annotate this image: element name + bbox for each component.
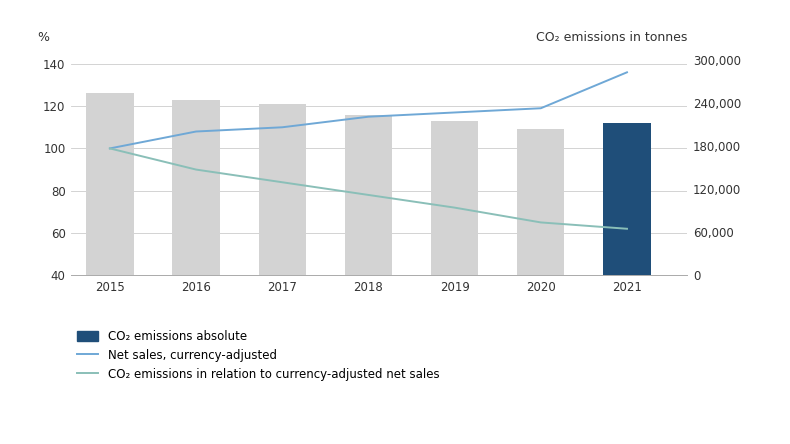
Bar bbox=[431, 121, 478, 360]
Bar bbox=[172, 100, 220, 360]
Legend: CO₂ emissions absolute, Net sales, currency-adjusted, CO₂ emissions in relation : CO₂ emissions absolute, Net sales, curre… bbox=[77, 330, 439, 381]
Bar bbox=[344, 115, 392, 360]
Bar bbox=[86, 93, 134, 360]
Bar bbox=[604, 123, 651, 360]
Bar bbox=[517, 129, 565, 360]
Text: %: % bbox=[37, 32, 49, 44]
Text: CO₂ emissions in tonnes: CO₂ emissions in tonnes bbox=[536, 32, 687, 44]
Bar bbox=[258, 104, 306, 360]
